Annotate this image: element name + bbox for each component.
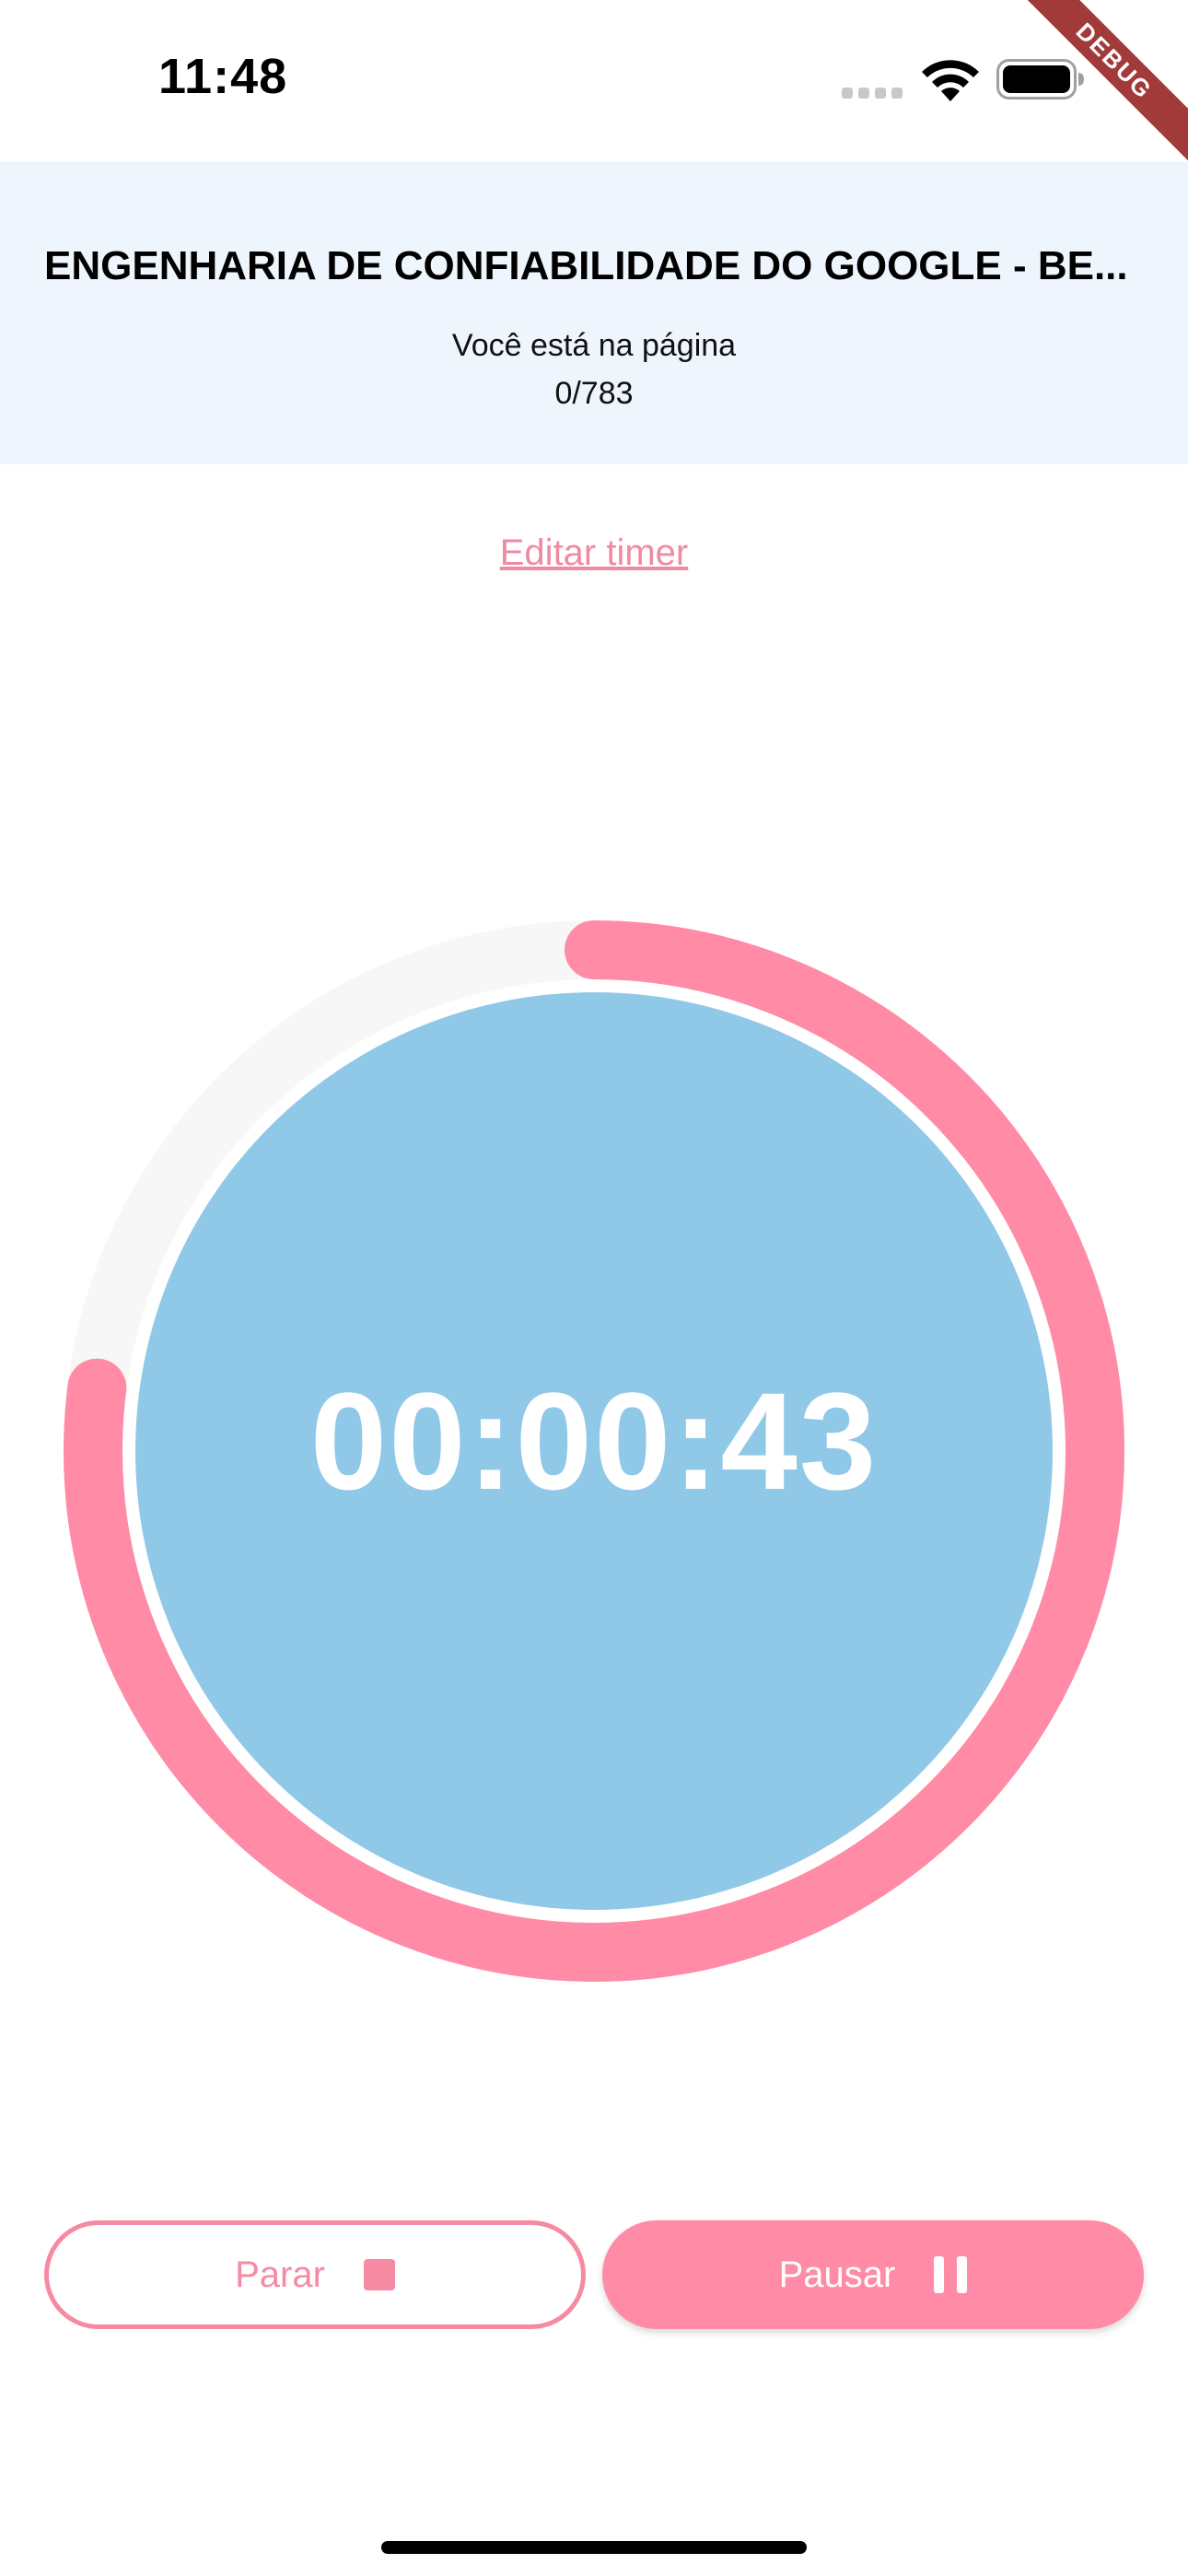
timer-face [135, 992, 1053, 1910]
timer-circle [64, 920, 1124, 1982]
pause-icon [934, 2256, 968, 2293]
pause-button[interactable]: Pausar [602, 2220, 1144, 2329]
book-header: ENGENHARIA DE CONFIABILIDADE DO GOOGLE -… [0, 162, 1188, 464]
page-label: Você está na página [451, 328, 737, 363]
pause-button-label: Pausar [778, 2254, 896, 2295]
stop-button[interactable]: Parar [44, 2220, 586, 2329]
debug-banner: DEBUG [1004, 0, 1188, 184]
status-bar: 11:48 [0, 0, 1188, 162]
status-time: 11:48 [158, 49, 288, 104]
debug-banner-label: DEBUG [1004, 0, 1188, 184]
timer-progress-arc [64, 920, 1124, 1982]
wifi-icon [922, 60, 979, 101]
page-counter: 0/783 [554, 376, 634, 411]
edit-timer-link[interactable]: Editar timer [499, 533, 689, 573]
timer-display: 00:00:43 [309, 1364, 879, 1518]
signal-icon [842, 88, 903, 99]
stop-button-label: Parar [235, 2254, 325, 2295]
battery-icon [996, 59, 1084, 100]
stop-icon [363, 2259, 395, 2290]
book-title: ENGENHARIA DE CONFIABILIDADE DO GOOGLE -… [44, 243, 1128, 288]
home-indicator [381, 2541, 807, 2554]
